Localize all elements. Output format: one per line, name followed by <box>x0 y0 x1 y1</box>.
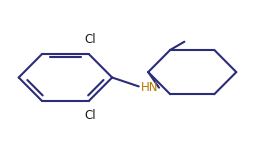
Text: HN: HN <box>141 81 158 94</box>
Text: Cl: Cl <box>84 109 96 122</box>
Text: Cl: Cl <box>84 33 96 46</box>
